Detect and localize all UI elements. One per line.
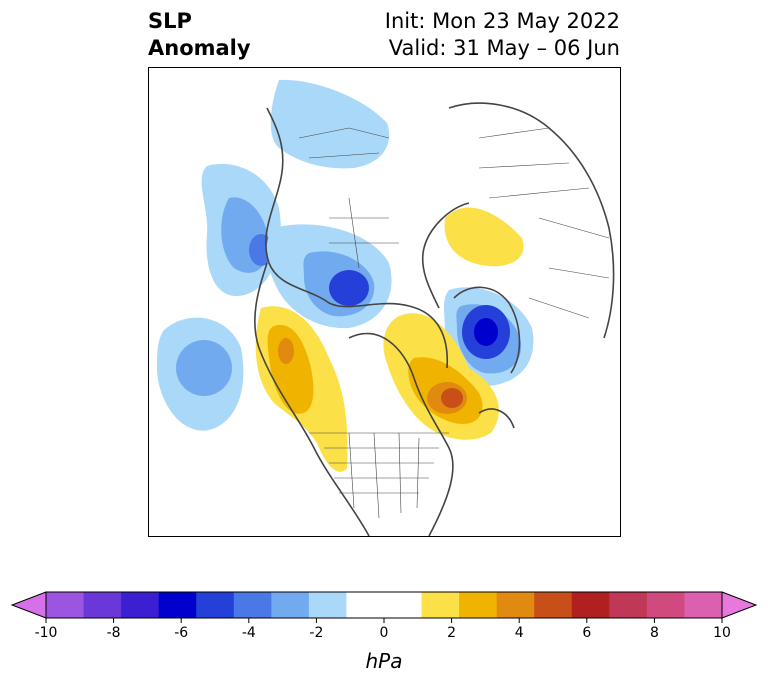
colorbar-swatch — [421, 592, 460, 618]
low-scandinavia — [270, 79, 390, 169]
low-north-pacific — [157, 317, 244, 431]
init-date: Init: Mon 23 May 2022 — [384, 9, 620, 33]
colorbar-swatch — [646, 592, 685, 618]
plot-title-left: SLP Anomaly — [148, 8, 251, 62]
colorbar-swatch — [459, 592, 498, 618]
colorbar-extend-under — [10, 591, 47, 619]
colorbar-tick-label: -2 — [309, 625, 323, 641]
coastlines — [254, 102, 615, 536]
colorbar-swatch — [684, 592, 723, 618]
colorbar: -10 -8 -6 -4 -2 0 2 4 6 8 10 hPa — [10, 591, 758, 673]
colorbar-tick-label: 4 — [515, 625, 524, 641]
colorbar-swatch — [196, 592, 235, 618]
colorbar-swatch — [46, 592, 85, 618]
colorbar-ticks: -10 -8 -6 -4 -2 0 2 4 6 8 10 — [35, 618, 731, 641]
colorbar-tick-label: 6 — [582, 625, 591, 641]
colorbar-tick-label: 0 — [380, 625, 389, 641]
colorbar-swatch — [121, 592, 160, 618]
title-variable: SLP — [148, 9, 192, 33]
colorbar-tick-label: 8 — [650, 625, 659, 641]
colorbar-label: hPa — [366, 649, 403, 673]
map-panel — [148, 67, 621, 537]
low-east-siberia — [201, 163, 281, 297]
colorbar-swatch — [158, 592, 197, 618]
colorbar-swatch — [233, 592, 272, 618]
colorbar-tick-label: -6 — [174, 625, 188, 641]
colorbar-swatch — [83, 592, 122, 618]
low-greenland — [444, 287, 534, 386]
anomaly-map — [157, 79, 615, 536]
colorbar-swatch — [384, 592, 423, 618]
low-bering — [266, 224, 392, 329]
colorbar-tick-label: -4 — [242, 625, 256, 641]
colorbar-swatch — [496, 592, 535, 618]
colorbar-tick-label: 10 — [713, 625, 731, 641]
colorbar-swatch — [271, 592, 310, 618]
plot-title-right: Init: Mon 23 May 2022 Valid: 31 May – 06… — [385, 8, 620, 62]
colorbar-swatch — [308, 592, 347, 618]
title-anomaly: Anomaly — [148, 36, 251, 60]
high-gulf-alaska — [255, 306, 348, 472]
colorbar-swatch — [534, 592, 573, 618]
colorbar-swatch — [609, 592, 648, 618]
political-borders — [298, 127, 610, 519]
colorbar-extend-over — [721, 591, 758, 619]
colorbar-tick-label: -10 — [35, 625, 58, 641]
colorbar-tick-label: -8 — [107, 625, 121, 641]
colorbar-tick-label: 2 — [447, 625, 456, 641]
colorbar-swatches — [10, 591, 758, 619]
colorbar-swatch — [571, 592, 610, 618]
high-siberia — [444, 207, 524, 267]
valid-range: Valid: 31 May – 06 Jun — [388, 36, 620, 60]
colorbar-swatch — [346, 592, 385, 618]
